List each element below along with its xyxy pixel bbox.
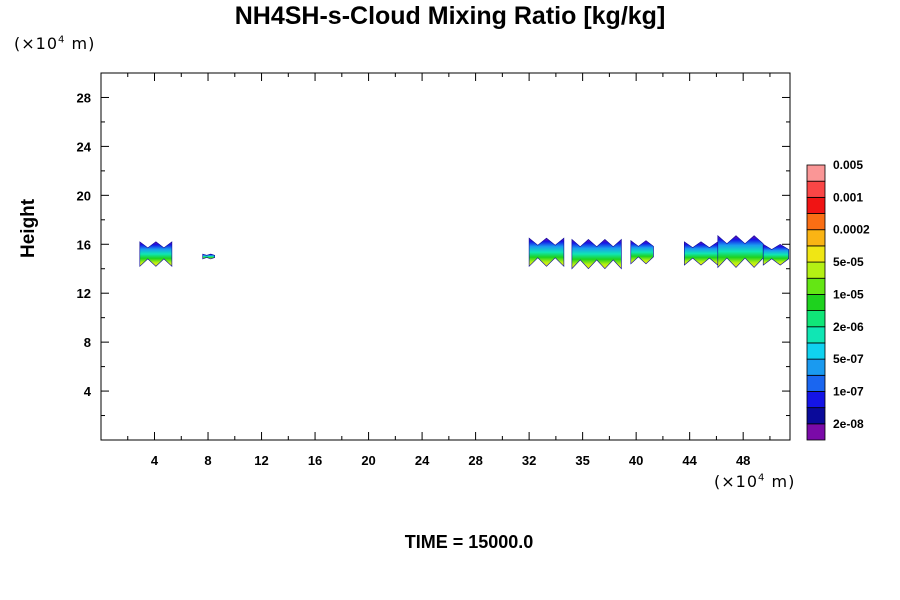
y-axis-unit: (×104 m) [14,34,95,53]
y-unit-exponent: 4 [58,34,66,46]
cloud-cell [202,253,215,260]
colorbar-swatch [806,261,826,279]
x-tick-label: 28 [468,453,482,468]
cloud-cell [139,241,173,267]
colorbar-swatch [806,423,826,441]
colorbar-label: 1e-05 [833,287,864,301]
cloud-layer [139,235,789,270]
colorbar-label: 2e-06 [833,320,864,334]
colorbar-swatch [806,245,826,263]
x-tick-label: 44 [682,453,697,468]
x-unit-exponent: 4 [758,472,766,484]
colorbar-swatch [806,213,826,231]
colorbar-label: 2e-08 [833,417,864,431]
colorbar-label: 5e-05 [833,255,864,269]
colorbar-swatch [806,164,826,182]
colorbar-swatch [806,358,826,376]
colorbar-label: 0.0002 [833,223,870,237]
x-axis-unit: (×104 m) [714,472,795,491]
colorbar-swatch [806,407,826,425]
colorbar-swatch [806,326,826,344]
x-tick-label: 24 [415,453,430,468]
y-unit-prefix: (×10 [14,34,59,53]
colorbar-swatch [806,277,826,295]
x-tick-label: 32 [522,453,536,468]
x-tick-label: 8 [204,453,211,468]
colorbar-swatch [806,391,826,409]
colorbar-swatch [806,310,826,328]
y-tick-label: 28 [77,90,91,105]
chart-title: NH4SH-s-Cloud Mixing Ratio [kg/kg] [234,2,666,30]
colorbar-label: 5e-07 [833,352,864,366]
x-tick-label: 16 [308,453,322,468]
y-tick-label: 16 [77,237,91,252]
x-tick-label: 12 [254,453,268,468]
x-unit-prefix: (×10 [714,472,759,491]
plot-frame [100,72,791,441]
colorbar-swatch [806,196,826,214]
x-tick-label: 35 [575,453,589,468]
y-tick-label: 4 [84,384,92,399]
colorbar-label: 0.001 [833,190,863,204]
colorbar-swatch [806,229,826,247]
cloud-cell [630,239,654,265]
y-tick-label: 8 [84,335,91,350]
x-tick-label: 40 [629,453,643,468]
colorbar: 2e-08 1e-07 5e-07 2e-06 1e-05 5e-05 0.0002 0.00… [806,158,870,441]
x-unit-suffix: m) [765,472,796,491]
cloud-cell [571,238,622,270]
x-tick-label: 20 [361,453,375,468]
time-label: TIME = 15000.0 [404,532,534,552]
y-unit-suffix: m) [65,34,96,53]
colorbar-swatch [806,294,826,311]
colorbar-swatch [806,180,826,198]
y-tick-label: 12 [77,286,91,301]
x-tick-label: 4 [151,453,159,468]
colorbar-swatch [806,374,826,392]
x-tick-label: 48 [736,453,750,468]
cloud-cell [762,243,789,266]
colorbar-label: 1e-07 [833,385,864,399]
y-tick-label: 24 [77,139,92,154]
colorbar-label: 0.005 [833,158,863,172]
y-tick-label: 20 [77,188,91,203]
cloud-cell [528,237,565,268]
colorbar-swatch [806,342,826,360]
